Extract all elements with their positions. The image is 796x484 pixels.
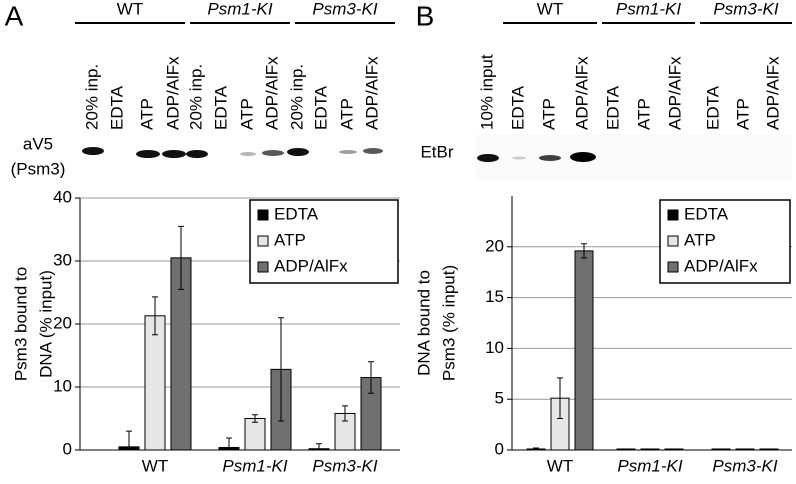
error-bar	[557, 377, 563, 420]
error-bar	[126, 430, 132, 451]
lane-label: ADP/AlFx	[572, 56, 591, 130]
blot-label: EtBr	[420, 142, 453, 161]
legend-label: EDTA	[274, 204, 319, 223]
lane-label: 10% input	[477, 54, 496, 130]
lane-label: 20% inp.	[82, 64, 101, 130]
y-tick-label: 15	[485, 287, 504, 306]
error-bar	[316, 443, 322, 451]
lane-label: EDTA	[703, 85, 722, 130]
error-bar	[226, 437, 232, 451]
y-axis-label: Psm3 bound to	[11, 267, 30, 381]
y-tick-label: 20	[53, 313, 72, 332]
x-tick-label: Psm3-KI	[312, 456, 377, 475]
error-bar	[342, 405, 348, 422]
lane-label: EDTA	[107, 85, 126, 130]
bar	[574, 250, 594, 451]
error-bar	[178, 225, 184, 290]
x-tick-label: WT	[547, 456, 573, 475]
error-bar	[252, 414, 258, 423]
legend-label: ADP/AlFx	[684, 256, 758, 275]
bar	[244, 418, 266, 451]
y-tick-label: 10	[53, 376, 72, 395]
y-tick-label: 0	[63, 439, 72, 458]
lane-label: ADP/AlFx	[763, 56, 782, 130]
x-tick-label: Psm1-KI	[617, 456, 682, 475]
gel-b	[476, 134, 792, 180]
lane-label: ATP	[733, 98, 752, 130]
x-tick-label: WT	[142, 456, 168, 475]
legend-swatch	[257, 235, 269, 247]
error-bar	[581, 243, 587, 259]
panel-label: B	[416, 0, 435, 31]
legend-box	[249, 199, 399, 284]
lane-label: ATP	[539, 98, 558, 130]
legend-box	[659, 199, 791, 284]
y-axis-label: DNA bound to	[414, 270, 433, 376]
legend-label: ATP	[274, 230, 306, 249]
lane-group: WT	[537, 0, 563, 18]
lane-label: EDTA	[603, 85, 622, 130]
lane-label: ATP	[337, 98, 356, 130]
legend-swatch	[667, 235, 679, 247]
legend-swatch	[257, 261, 269, 273]
error-bar	[152, 296, 158, 336]
bar	[144, 315, 166, 451]
lane-group: Psm3-KI	[713, 0, 778, 18]
legend-swatch	[257, 209, 269, 221]
legend-swatch	[667, 209, 679, 221]
blot-label: aV5	[23, 134, 53, 153]
legend-label: ADP/AlFx	[274, 256, 348, 275]
lane-label: ATP	[237, 98, 256, 130]
x-tick-label: Psm1-KI	[222, 456, 287, 475]
y-axis-label: DNA (% input)	[36, 270, 55, 378]
lane-label: ADP/AlFx	[362, 56, 381, 130]
lane-label: ATP	[634, 98, 653, 130]
error-bar	[278, 317, 284, 422]
error-bar	[368, 361, 374, 394]
lane-label: ADP/AlFx	[665, 56, 684, 130]
legend-label: ATP	[684, 230, 716, 249]
blot-label: (Psm3)	[11, 159, 66, 178]
x-tick-label: Psm3-KI	[712, 456, 777, 475]
y-tick-label: 0	[495, 439, 504, 458]
lane-group: Psm1-KI	[616, 0, 681, 18]
lane-label: ADP/AlFx	[262, 56, 281, 130]
error-bar	[533, 447, 539, 451]
y-tick-label: 5	[495, 389, 504, 408]
lane-group: Psm3-KI	[312, 0, 377, 18]
panel-label: A	[5, 0, 24, 31]
y-tick-label: 10	[485, 338, 504, 357]
legend-label: EDTA	[684, 204, 729, 223]
lane-label: EDTA	[311, 85, 330, 130]
lane-label: EDTA	[508, 85, 527, 130]
y-tick-label: 20	[485, 236, 504, 255]
gel-a	[82, 147, 383, 158]
y-tick-label: 30	[53, 250, 72, 269]
legend-swatch	[667, 261, 679, 273]
lane-group: WT	[117, 0, 143, 18]
lane-label: ATP	[137, 98, 156, 130]
lane-group: Psm1-KI	[207, 0, 272, 18]
lane-label: 20% inp.	[186, 64, 205, 130]
lane-label: EDTA	[211, 85, 230, 130]
lane-label: 20% inp.	[287, 64, 306, 130]
lane-label: ADP/AlFx	[163, 56, 182, 130]
y-tick-label: 40	[53, 187, 72, 206]
y-axis-label: Psm3 (% input)	[439, 265, 458, 381]
